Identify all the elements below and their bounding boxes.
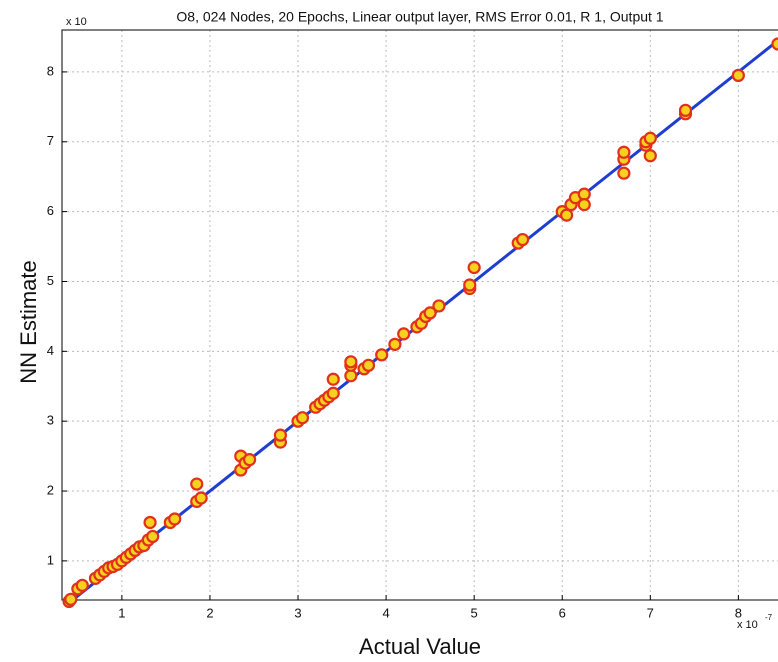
x-tick-label: 1 <box>118 605 125 620</box>
point <box>467 260 481 275</box>
point <box>326 372 340 386</box>
x-tick-label: 6 <box>559 605 566 620</box>
point <box>617 166 631 180</box>
y-tick-label: 2 <box>47 482 54 497</box>
point <box>143 515 157 530</box>
point <box>771 37 778 51</box>
point <box>388 337 402 351</box>
point <box>344 369 358 383</box>
y-tick-label: 7 <box>47 133 54 148</box>
x-tick-label: 8 <box>735 605 742 620</box>
point <box>64 592 78 606</box>
x-tick-label: 7 <box>647 605 654 620</box>
point <box>168 512 182 526</box>
point <box>577 187 591 201</box>
point <box>146 529 160 544</box>
point <box>190 477 204 491</box>
point <box>75 578 89 592</box>
point <box>463 278 477 292</box>
y-multiplier: x 10 <box>66 16 87 28</box>
x-tick-label: 4 <box>382 605 389 620</box>
point <box>731 68 745 83</box>
chart-title: O8, 024 Nodes, 20 Epochs, Linear output … <box>176 9 663 25</box>
point <box>516 232 530 247</box>
point <box>432 299 446 313</box>
y-tick-label: 4 <box>47 343 54 358</box>
y-axis-label: NN Estimate <box>16 260 41 383</box>
x-axis-label: Actual Value <box>359 634 481 659</box>
point <box>194 491 208 505</box>
y-tick-label: 5 <box>47 273 54 288</box>
x-tick-label: 3 <box>294 605 301 620</box>
point <box>423 306 437 320</box>
point <box>617 145 631 159</box>
axes <box>61 29 778 601</box>
y-tick-label: 6 <box>47 203 54 218</box>
point <box>577 198 591 212</box>
point <box>326 386 340 400</box>
y-tick-label: 8 <box>47 63 54 78</box>
point <box>242 452 257 467</box>
point <box>678 103 693 117</box>
y-tick-label: 1 <box>47 552 54 567</box>
point <box>560 208 574 222</box>
x-tick-label: 5 <box>471 605 478 620</box>
point <box>643 131 657 145</box>
point <box>344 355 358 369</box>
x-tick-label: 2 <box>206 605 213 620</box>
point <box>273 428 288 442</box>
point <box>397 327 411 341</box>
x-multiplier: x 10 <box>737 619 758 631</box>
y-tick-label: 3 <box>47 413 54 428</box>
x-exponent: -7 <box>765 613 773 622</box>
point <box>375 348 389 362</box>
point <box>643 149 657 163</box>
point <box>295 411 310 425</box>
point <box>361 358 376 372</box>
